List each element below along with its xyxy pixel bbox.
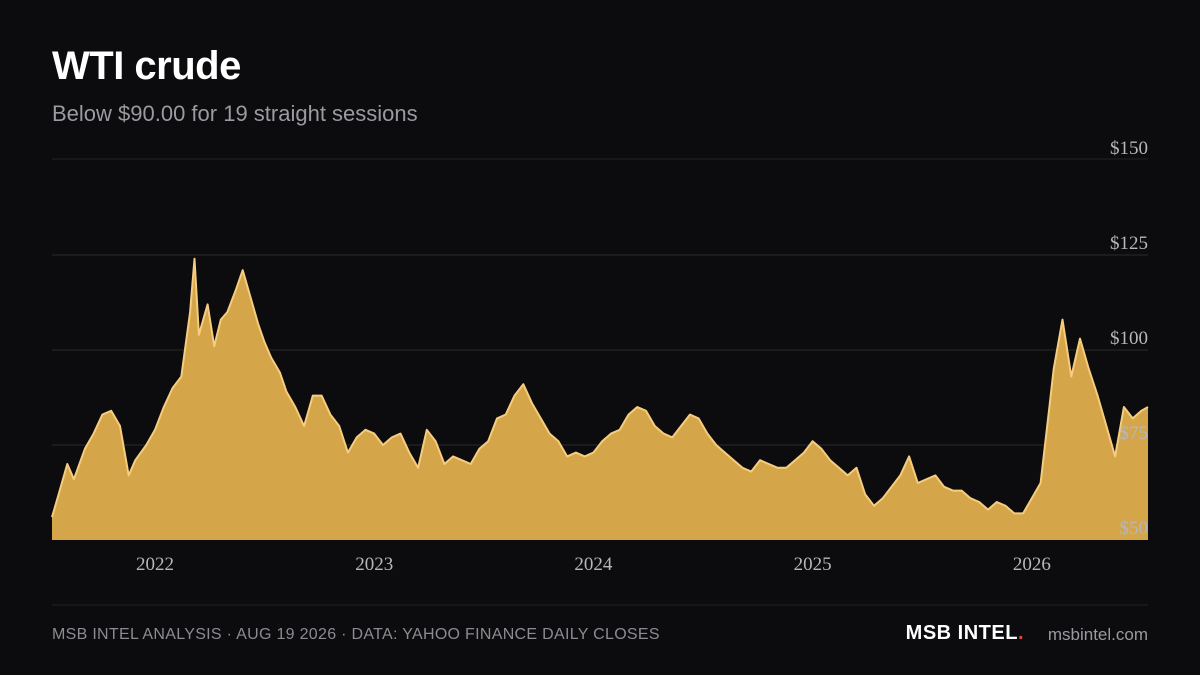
brand-name: MSB INTEL (905, 622, 1018, 644)
y-tick-label-100: $100 (1110, 328, 1148, 349)
chart-title: WTI crude (52, 44, 241, 88)
price-area (51, 257, 1149, 540)
x-tick-label-2026: 2026 (1013, 554, 1051, 575)
source-note: MSB INTEL ANALYSIS · AUG 19 2026 · DATA:… (52, 626, 660, 643)
series-area (52, 258, 1148, 540)
x-tick-label-2022: 2022 (136, 554, 174, 575)
brand-logo: MSB INTEL. (906, 622, 1024, 645)
y-tick-label-50: $50 (1120, 518, 1149, 539)
x-tick-label-2025: 2025 (794, 554, 832, 575)
y-tick-label-150: $150 (1110, 138, 1148, 159)
brand-dot: . (1017, 622, 1024, 644)
y-axis-ticks: $50 $75 $100 $125 $150 (1110, 138, 1148, 539)
x-axis-ticks: 2022 2023 2024 2025 2026 (136, 554, 1051, 575)
x-tick-label-2024: 2024 (574, 554, 613, 575)
y-tick-label-125: $125 (1110, 233, 1148, 254)
series-line (51, 257, 1149, 518)
chart-subtitle: Below $90.00 for 19 straight sessions (52, 101, 418, 126)
y-tick-label-75: $75 (1120, 423, 1149, 444)
x-tick-label-2023: 2023 (355, 554, 393, 575)
brand-url[interactable]: msbintel.com (1047, 625, 1148, 644)
